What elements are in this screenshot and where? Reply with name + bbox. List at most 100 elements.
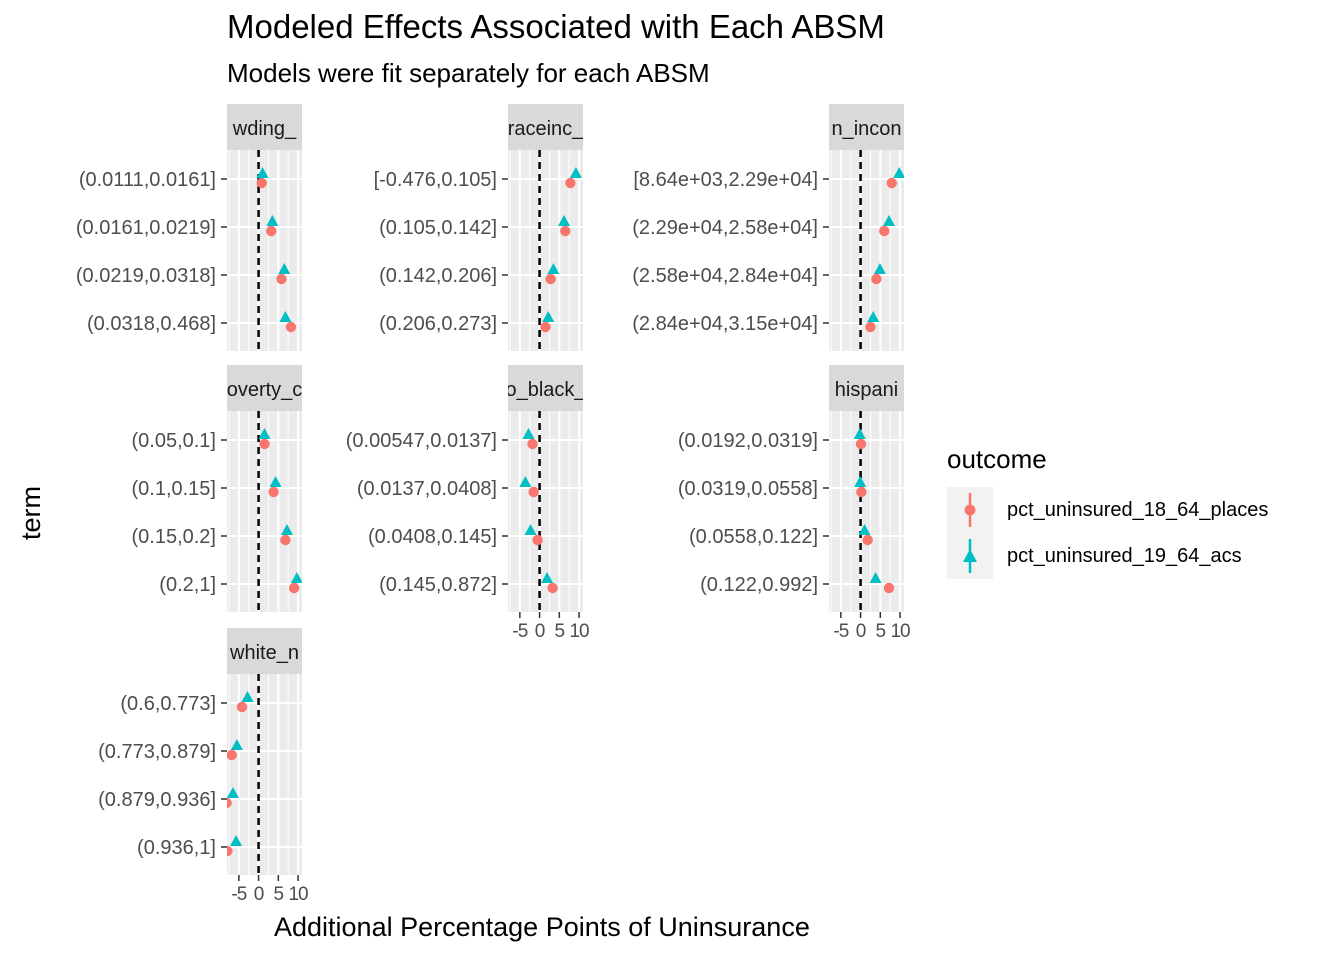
- facet-strip: [829, 104, 904, 150]
- facet-strip-label: overty_c: [227, 379, 303, 401]
- y-tick-label: (0.05,0.1]: [131, 430, 216, 452]
- y-tick-label: (0.773,0.879]: [98, 741, 216, 763]
- facet-strip: [227, 365, 302, 411]
- y-tick-label: (0.0318,0.468]: [87, 313, 216, 335]
- point-acs: [893, 167, 904, 178]
- point-places: [285, 321, 297, 333]
- y-tick-label: (2.84e+04,3.15e+04]: [632, 313, 818, 335]
- y-tick-label: (0.206,0.273]: [379, 313, 497, 335]
- y-tick-label: (0.0408,0.145]: [368, 526, 497, 548]
- y-tick-label: (0.00547,0.0137]: [346, 430, 497, 452]
- facet-strip-label: o_black_: [505, 379, 586, 401]
- point-acs: [290, 572, 302, 583]
- point-places: [259, 438, 270, 450]
- point-places: [236, 701, 248, 713]
- y-tick-label: [8.64e+03,2.29e+04]: [633, 169, 818, 191]
- point-places: [266, 225, 277, 237]
- point-places: [545, 273, 556, 285]
- point-places: [276, 273, 287, 285]
- x-tick-label: 0: [856, 621, 866, 642]
- point-places: [268, 486, 279, 498]
- chart-title: Modeled Effects Associated with Each ABS…: [227, 8, 885, 45]
- x-tick-label: -5: [512, 621, 527, 642]
- point-acs: [269, 476, 282, 487]
- point-places: [288, 582, 300, 594]
- legend-title: outcome: [947, 444, 1047, 474]
- y-tick-label: (0.122,0.992]: [700, 574, 818, 596]
- point-acs: [258, 428, 271, 439]
- point-places: [227, 797, 232, 809]
- y-tick-label: (0.1,0.15]: [131, 478, 216, 500]
- legend-label-acs: pct_uninsured_19_64_acs: [1007, 545, 1242, 567]
- x-tick-label: -5: [833, 621, 848, 642]
- point-acs: [524, 524, 537, 535]
- point-places: [856, 486, 867, 498]
- y-tick-label: (0.0111,0.0161]: [79, 169, 216, 191]
- y-tick-label: (0.15,0.2]: [131, 526, 216, 548]
- legend-key-point-acs: [963, 549, 977, 562]
- point-acs: [266, 215, 279, 226]
- facet-strip: [227, 104, 302, 150]
- point-acs: [854, 476, 867, 487]
- x-tick-label: 5: [274, 884, 284, 905]
- point-acs: [519, 476, 532, 487]
- facet-strip-label: hispani: [835, 379, 898, 401]
- y-tick-label: (0.0558,0.122]: [689, 526, 818, 548]
- point-places: [547, 582, 558, 594]
- legend-label-places: pct_uninsured_18_64_places: [1007, 499, 1269, 521]
- point-places: [540, 321, 551, 333]
- point-places: [855, 438, 867, 450]
- point-places: [862, 534, 873, 546]
- point-acs: [853, 428, 866, 439]
- point-acs: [858, 524, 871, 535]
- facet-panel: o_black_: [505, 365, 586, 612]
- y-tick-label: (0.879,0.936]: [98, 789, 216, 811]
- point-places: [886, 177, 897, 189]
- facet-strip-label: wding_: [232, 118, 297, 140]
- facet-panel: n_incon: [829, 104, 904, 351]
- point-acs: [230, 835, 243, 846]
- y-tick-label: (2.29e+04,2.58e+04]: [632, 217, 818, 239]
- facet-panel: white_n: [227, 628, 302, 875]
- facet-strip: [508, 104, 583, 150]
- point-acs: [542, 311, 555, 322]
- facet-panel: raceinc_: [508, 104, 584, 351]
- x-tick-label: 5: [876, 621, 886, 642]
- y-tick-label: (0.0161,0.0219]: [76, 217, 216, 239]
- point-acs: [279, 311, 292, 322]
- point-acs: [569, 167, 582, 178]
- point-acs: [873, 263, 886, 274]
- y-tick-label: (0.0137,0.0408]: [357, 478, 497, 500]
- facet-strip-label: raceinc_: [508, 118, 584, 140]
- x-axis-label: Additional Percentage Points of Uninsura…: [274, 912, 810, 942]
- facet-strip: [508, 365, 583, 411]
- point-acs: [256, 167, 269, 178]
- point-acs: [558, 215, 571, 226]
- point-acs: [869, 572, 882, 583]
- point-acs: [278, 263, 291, 274]
- point-places: [280, 534, 291, 546]
- facet-panel: hispani: [829, 365, 904, 612]
- y-tick-label: (0.0192,0.0319]: [678, 430, 818, 452]
- y-tick-label: (0.145,0.872]: [379, 574, 497, 596]
- point-places: [528, 486, 539, 498]
- y-tick-label: (0.936,1]: [137, 837, 216, 859]
- y-tick-label: (2.58e+04,2.84e+04]: [632, 265, 818, 287]
- point-places: [227, 845, 233, 857]
- x-tick-label: 10: [288, 884, 308, 905]
- point-acs: [227, 787, 239, 798]
- facet-panel: wding_: [227, 104, 302, 351]
- y-tick-label: (0.142,0.206]: [379, 265, 497, 287]
- point-acs: [522, 428, 535, 439]
- point-places: [871, 273, 882, 285]
- facet-strip: [227, 628, 302, 674]
- y-tick-label: (0.2,1]: [159, 574, 216, 596]
- point-places: [527, 438, 538, 450]
- point-places: [256, 177, 267, 189]
- legend-key-point-places: [964, 504, 976, 516]
- facet-strip-label: white_n: [229, 642, 299, 664]
- point-places: [532, 534, 543, 546]
- facet-panel: overty_c: [227, 365, 303, 612]
- point-places: [565, 177, 576, 189]
